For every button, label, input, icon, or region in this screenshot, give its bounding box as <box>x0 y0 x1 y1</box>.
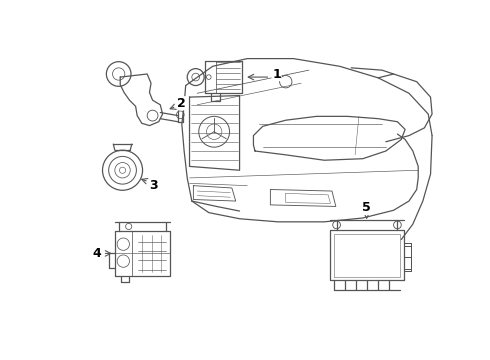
Text: 1: 1 <box>272 68 281 81</box>
Text: 5: 5 <box>362 202 371 215</box>
Text: 4: 4 <box>92 247 101 260</box>
Text: 3: 3 <box>149 179 158 192</box>
Text: 2: 2 <box>177 97 186 110</box>
